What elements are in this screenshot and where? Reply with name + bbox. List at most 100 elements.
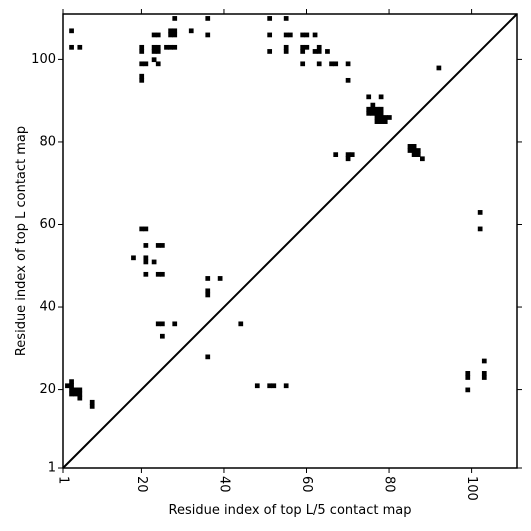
contact-point-lower	[159, 271, 165, 277]
contact-point-upper	[366, 110, 372, 116]
y-tick-label: 1	[48, 461, 56, 476]
contact-point-lower	[465, 387, 471, 393]
contact-point-lower	[89, 404, 95, 409]
contact-point-lower	[159, 321, 165, 327]
contact-point-upper	[155, 49, 161, 54]
contact-point-upper	[300, 32, 306, 38]
contact-point-lower	[205, 354, 211, 360]
contact-point-upper	[316, 49, 322, 54]
contact-point-upper	[77, 44, 83, 50]
contact-point-upper	[151, 32, 157, 38]
y-tick-label: 20	[39, 382, 56, 397]
contact-point-lower	[271, 383, 277, 389]
contact-point-upper	[143, 61, 149, 67]
x-tick-label: 40	[216, 476, 231, 493]
contact-point-lower	[481, 371, 487, 376]
contact-point-upper	[168, 28, 173, 34]
contact-point-upper	[316, 61, 322, 67]
contact-point-upper	[333, 61, 339, 67]
contact-point-upper	[168, 32, 173, 38]
contact-point-upper	[151, 49, 157, 54]
contact-point-upper	[139, 49, 145, 54]
contact-point-lower	[69, 379, 74, 384]
contact-point-upper	[267, 32, 273, 38]
contact-point-lower	[477, 226, 483, 232]
contact-point-lower	[143, 226, 149, 232]
contact-point-upper	[304, 32, 310, 38]
contact-point-upper	[370, 110, 376, 116]
contact-point-lower	[481, 358, 487, 364]
y-tick-label: 100	[31, 52, 56, 67]
contact-point-lower	[77, 391, 83, 397]
contact-point-lower	[238, 321, 244, 327]
contact-point-upper	[205, 32, 211, 38]
contact-point-upper	[155, 32, 161, 38]
contact-point-lower	[69, 387, 74, 393]
contact-point-upper	[329, 61, 334, 67]
contact-point-upper	[382, 119, 388, 124]
contact-point-upper	[300, 49, 306, 54]
contact-point-upper	[316, 44, 322, 50]
contact-point-upper	[370, 102, 376, 108]
x-tick-label: 100	[464, 476, 479, 501]
contact-point-upper	[345, 61, 351, 67]
contact-point-lower	[172, 321, 178, 327]
y-tick-label: 40	[39, 300, 56, 315]
y-tick-label: 80	[39, 134, 56, 149]
contact-point-upper	[172, 16, 178, 21]
contact-point-upper	[300, 61, 306, 67]
contact-point-lower	[77, 387, 83, 393]
contact-point-upper	[420, 156, 425, 162]
contact-point-upper	[407, 148, 413, 153]
contact-point-upper	[205, 16, 211, 21]
contact-point-upper	[378, 115, 384, 120]
contact-point-upper	[378, 119, 384, 124]
contact-point-upper	[411, 144, 417, 149]
contact-point-upper	[378, 94, 384, 100]
x-tick-label: 60	[299, 476, 314, 493]
contact-point-upper	[382, 115, 388, 120]
contact-point-lower	[73, 387, 79, 393]
contact-point-upper	[139, 61, 145, 67]
contact-points	[65, 16, 487, 409]
contact-point-upper	[378, 106, 384, 112]
contact-point-lower	[205, 288, 211, 294]
contact-point-upper	[172, 28, 178, 34]
contact-point-upper	[411, 148, 417, 153]
x-tick-label: 1	[56, 476, 71, 484]
contact-point-lower	[77, 395, 83, 401]
contact-point-upper	[151, 57, 157, 63]
contact-point-upper	[374, 119, 380, 124]
y-tick-label: 60	[39, 217, 56, 232]
contact-point-upper	[345, 156, 351, 162]
contact-point-upper	[283, 44, 289, 50]
contact-point-lower	[155, 271, 161, 277]
contact-point-upper	[415, 148, 421, 153]
contact-point-upper	[151, 44, 157, 50]
contact-point-lower	[89, 399, 95, 405]
contact-point-lower	[143, 259, 149, 265]
contact-point-lower	[139, 226, 145, 232]
contact-point-upper	[374, 106, 380, 112]
contact-point-lower	[143, 255, 149, 261]
contact-point-lower	[69, 383, 74, 389]
contact-point-upper	[411, 152, 417, 157]
contact-point-upper	[155, 61, 161, 67]
contact-point-lower	[159, 333, 165, 339]
contact-point-upper	[300, 44, 306, 50]
contact-point-lower	[155, 321, 161, 327]
contact-point-upper	[366, 94, 372, 100]
x-tick-label: 80	[382, 476, 397, 493]
contact-point-upper	[69, 28, 74, 34]
contact-point-upper	[312, 32, 318, 38]
contact-point-lower	[477, 210, 483, 215]
contact-point-upper	[283, 49, 289, 54]
contact-point-upper	[345, 77, 351, 83]
contact-point-lower	[159, 243, 165, 248]
contact-point-upper	[287, 32, 293, 38]
contact-point-lower	[267, 383, 273, 389]
contact-point-lower	[65, 383, 70, 389]
contact-point-upper	[312, 49, 318, 54]
contact-point-upper	[415, 152, 421, 157]
